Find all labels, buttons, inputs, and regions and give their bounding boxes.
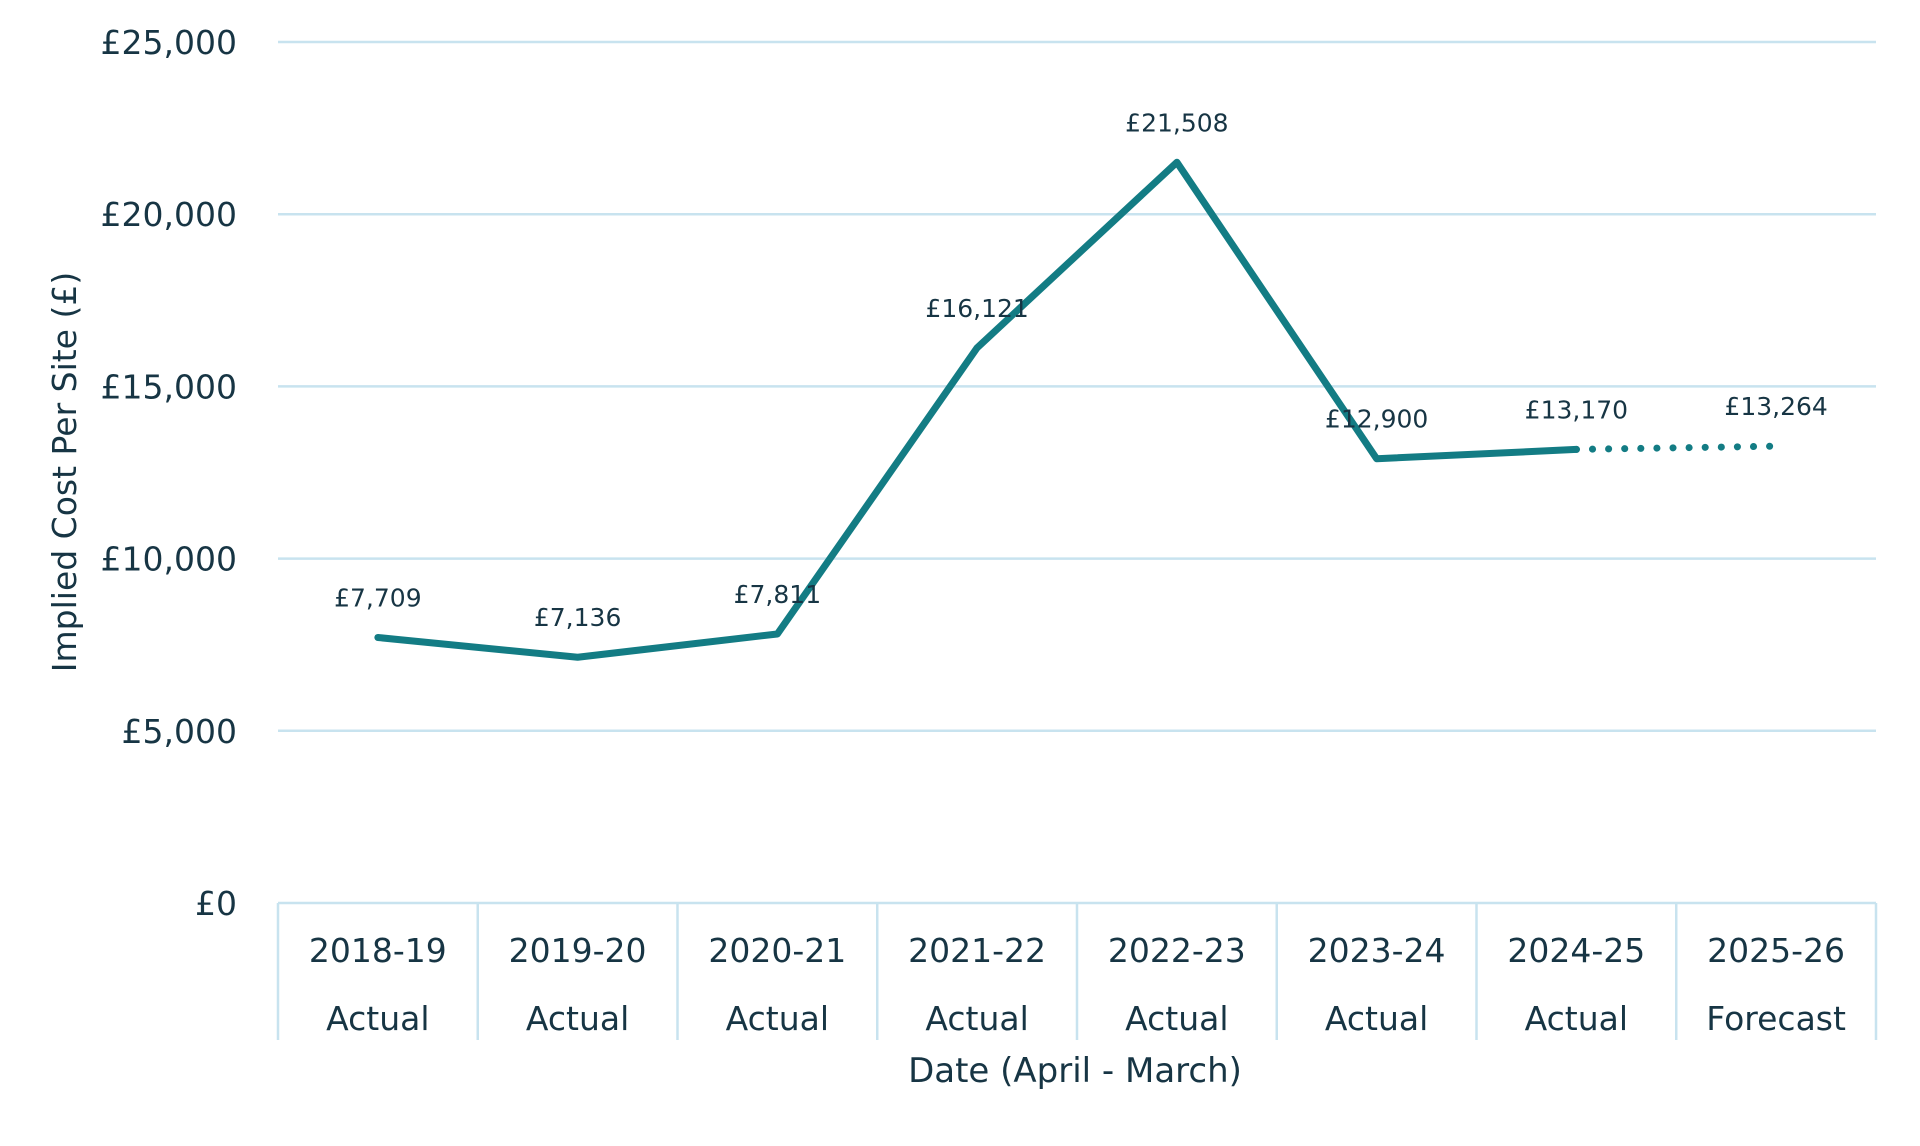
- y-axis-title: Implied Cost Per Site (£): [45, 272, 84, 672]
- data-label: £7,136: [534, 603, 621, 632]
- x-tick-type-label: Actual: [526, 999, 629, 1038]
- x-tick-label: 2020-21: [708, 931, 846, 970]
- x-tick-type-label: Actual: [1125, 999, 1228, 1038]
- series-line-forecast: [1572, 442, 1780, 453]
- data-point-2024-25: [1572, 445, 1580, 453]
- y-tick-label: £25,000: [101, 23, 237, 62]
- data-label: £13,170: [1525, 395, 1628, 424]
- series-line-actual: [374, 158, 1580, 661]
- data-label: £21,508: [1125, 108, 1228, 137]
- y-tick-label: £20,000: [101, 195, 237, 234]
- grid-layer: [278, 40, 1876, 905]
- data-point-2021-22: [973, 344, 981, 352]
- series-layer: [374, 158, 1780, 661]
- data-point-2022-23: [1173, 158, 1181, 166]
- data-point-2018-19: [374, 634, 382, 642]
- x-tick-label: 2024-25: [1507, 931, 1645, 970]
- data-point-2020-21: [773, 630, 781, 638]
- x-axis-title: Date (April - March): [908, 1051, 1242, 1091]
- x-tick-label: 2023-24: [1308, 931, 1446, 970]
- y-tick-label: £10,000: [101, 540, 237, 579]
- data-label-layer: £7,709 £7,136 £7,811 £16,121 £21,508 £12,900 £…: [334, 108, 1828, 632]
- y-tick-label: £15,000: [101, 367, 237, 406]
- y-tick-label: £0: [195, 884, 237, 923]
- x-tick-type-label: Actual: [1525, 999, 1628, 1038]
- x-tick-label: 2021-22: [908, 931, 1046, 970]
- x-tick-type-label: Actual: [326, 999, 429, 1038]
- data-point-2023-24: [1373, 455, 1381, 463]
- data-point-2019-20: [574, 653, 582, 661]
- x-tick-label: 2025-26: [1707, 931, 1845, 970]
- y-tick-label: £5,000: [122, 712, 237, 751]
- x-tick-type-label: Forecast: [1706, 999, 1846, 1038]
- x-tick-label: 2022-23: [1108, 931, 1246, 970]
- x-tick-type-label: Actual: [1325, 999, 1428, 1038]
- x-tick-type-label: Actual: [726, 999, 829, 1038]
- x-tick-type-label: Actual: [925, 999, 1028, 1038]
- data-label: £13,264: [1724, 392, 1827, 421]
- x-axis: 2018-19 Actual 2019-20 Actual 2020-21 Actual 2…: [276, 903, 1878, 1040]
- data-label: £16,121: [925, 294, 1028, 323]
- x-tick-label: 2019-20: [509, 931, 647, 970]
- data-point-2025-26: [1772, 442, 1780, 450]
- data-label: £7,811: [734, 580, 821, 609]
- x-tick-label: 2018-19: [309, 931, 447, 970]
- y-axis: £0 £5,000 £10,000 £15,000 £20,000 £25,000: [101, 23, 237, 923]
- data-label: £12,900: [1325, 405, 1428, 434]
- data-label: £7,709: [334, 584, 421, 613]
